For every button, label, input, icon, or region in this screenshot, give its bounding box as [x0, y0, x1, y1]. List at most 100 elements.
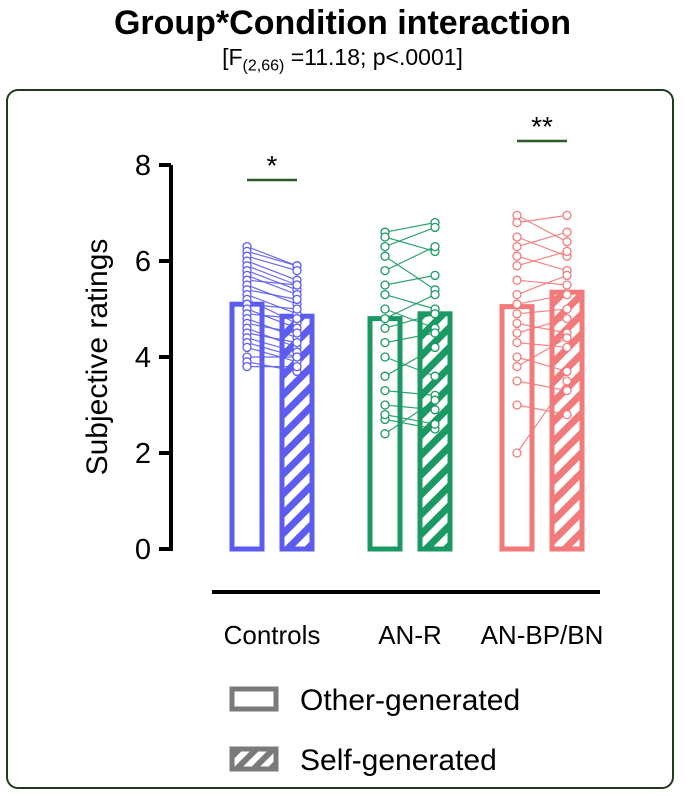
pair-line	[246, 313, 298, 320]
data-point	[242, 342, 252, 353]
pair-line	[384, 313, 436, 329]
data-point	[380, 337, 390, 348]
pair-line	[246, 279, 298, 286]
pair-line	[246, 303, 298, 310]
y-tick-label: 4	[135, 342, 151, 374]
data-point	[562, 409, 572, 420]
data-point	[292, 361, 302, 372]
pair-line	[384, 399, 436, 435]
pair-line	[246, 270, 298, 291]
pair-line	[516, 404, 568, 416]
data-point	[380, 385, 390, 396]
pair-line	[246, 298, 298, 324]
data-point	[380, 251, 390, 261]
data-point	[562, 304, 572, 314]
data-point	[512, 251, 522, 261]
data-point	[512, 232, 522, 242]
data-point	[380, 352, 390, 362]
data-point	[292, 337, 302, 348]
data-point	[562, 270, 572, 281]
pair-line	[246, 250, 298, 267]
data-point	[430, 241, 440, 252]
x-tick-label: AN-R	[378, 620, 442, 650]
data-point	[380, 232, 390, 242]
data-point	[562, 280, 572, 290]
data-point	[562, 246, 572, 257]
pair-line	[384, 308, 436, 329]
pair-line	[384, 226, 436, 248]
data-point	[512, 376, 522, 386]
y-tick-label: 0	[135, 534, 151, 566]
data-point	[512, 352, 522, 362]
data-point	[512, 337, 522, 348]
pair-line	[384, 274, 436, 286]
y-tick-label: 8	[135, 150, 151, 182]
pair-line	[516, 294, 568, 305]
data-point	[430, 270, 440, 281]
data-point	[292, 328, 302, 338]
pair-line	[246, 346, 298, 363]
data-point	[380, 371, 390, 381]
pair-line	[384, 414, 436, 425]
pair-line	[516, 236, 568, 257]
data-point	[512, 289, 522, 300]
data-point	[380, 241, 390, 252]
pair-line	[384, 346, 436, 377]
data-point	[512, 448, 522, 458]
data-point	[512, 400, 522, 410]
pair-line	[384, 255, 436, 291]
data-point	[512, 328, 522, 338]
pair-line	[516, 250, 568, 267]
chart-subtitle: [F(2,66) =11.18; p<.0001]	[0, 44, 685, 76]
data-point	[292, 304, 302, 314]
pair-line	[516, 214, 568, 224]
x-tick-label: Controls	[224, 620, 321, 650]
data-point	[292, 280, 302, 290]
legend-swatch-other	[229, 686, 279, 712]
pair-line	[516, 356, 568, 372]
pair-line	[246, 274, 298, 296]
y-tick-label: 6	[135, 246, 151, 278]
data-point	[512, 318, 522, 329]
chart-title: Group*Condition interaction	[113, 4, 572, 42]
data-point	[562, 313, 572, 324]
pair-line	[246, 294, 298, 315]
data-point	[430, 309, 440, 319]
pair-line	[384, 236, 436, 252]
data-point	[512, 261, 522, 271]
data-point	[562, 376, 572, 386]
data-point	[562, 227, 572, 237]
pair-line	[516, 322, 568, 334]
pair-line	[384, 294, 436, 310]
pair-line	[246, 255, 298, 272]
pair-line	[384, 246, 436, 272]
data-point	[562, 385, 572, 396]
y-axis-label: Subjective ratings	[81, 239, 114, 476]
data-point	[380, 313, 390, 324]
pair-line	[246, 265, 298, 286]
data-point	[562, 237, 572, 247]
pair-line	[246, 332, 298, 344]
data-point	[242, 361, 252, 372]
subtitle-df: (2,66)	[242, 57, 285, 75]
data-point	[430, 222, 440, 233]
pair-line	[246, 322, 298, 334]
data-point	[380, 280, 390, 290]
y-tick-label: 2	[135, 438, 151, 470]
data-point	[292, 352, 302, 362]
x-tick-label: AN-BP/BN	[481, 620, 604, 650]
pair-line	[516, 255, 568, 272]
data-point	[512, 299, 522, 309]
pair-line	[384, 222, 436, 233]
pair-line	[384, 332, 436, 344]
pair-line	[516, 274, 568, 296]
data-point	[380, 289, 390, 300]
data-point	[430, 342, 440, 353]
pair-line	[516, 231, 568, 248]
pair-line	[246, 308, 298, 329]
data-point	[512, 361, 522, 372]
data-point	[292, 313, 302, 324]
pair-line	[516, 318, 568, 334]
pair-line	[516, 380, 568, 454]
